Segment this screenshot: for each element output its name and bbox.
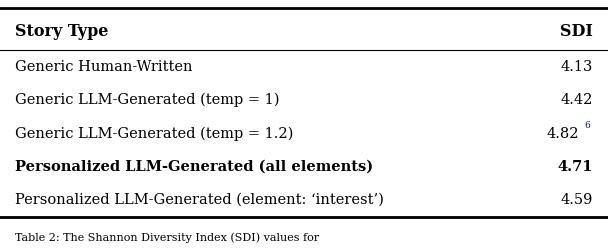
Text: Generic LLM-Generated (temp = 1.2): Generic LLM-Generated (temp = 1.2) bbox=[15, 126, 294, 141]
Text: Story Type: Story Type bbox=[15, 23, 109, 40]
Text: SDI: SDI bbox=[560, 23, 593, 40]
Text: 6: 6 bbox=[584, 121, 590, 131]
Text: Generic Human-Written: Generic Human-Written bbox=[15, 60, 193, 74]
Text: Personalized LLM-Generated (all elements): Personalized LLM-Generated (all elements… bbox=[15, 160, 373, 174]
Text: Generic LLM-Generated (temp = 1): Generic LLM-Generated (temp = 1) bbox=[15, 93, 280, 108]
Text: Personalized LLM-Generated (element: ‘interest’): Personalized LLM-Generated (element: ‘in… bbox=[15, 193, 384, 207]
Text: 4.13: 4.13 bbox=[561, 60, 593, 74]
Text: Table 2: The Shannon Diversity Index (SDI) values for: Table 2: The Shannon Diversity Index (SD… bbox=[15, 233, 319, 243]
Text: 4.71: 4.71 bbox=[558, 160, 593, 174]
Text: 4.82: 4.82 bbox=[547, 127, 579, 141]
Text: 4.42: 4.42 bbox=[561, 93, 593, 107]
Text: 4.59: 4.59 bbox=[561, 193, 593, 207]
